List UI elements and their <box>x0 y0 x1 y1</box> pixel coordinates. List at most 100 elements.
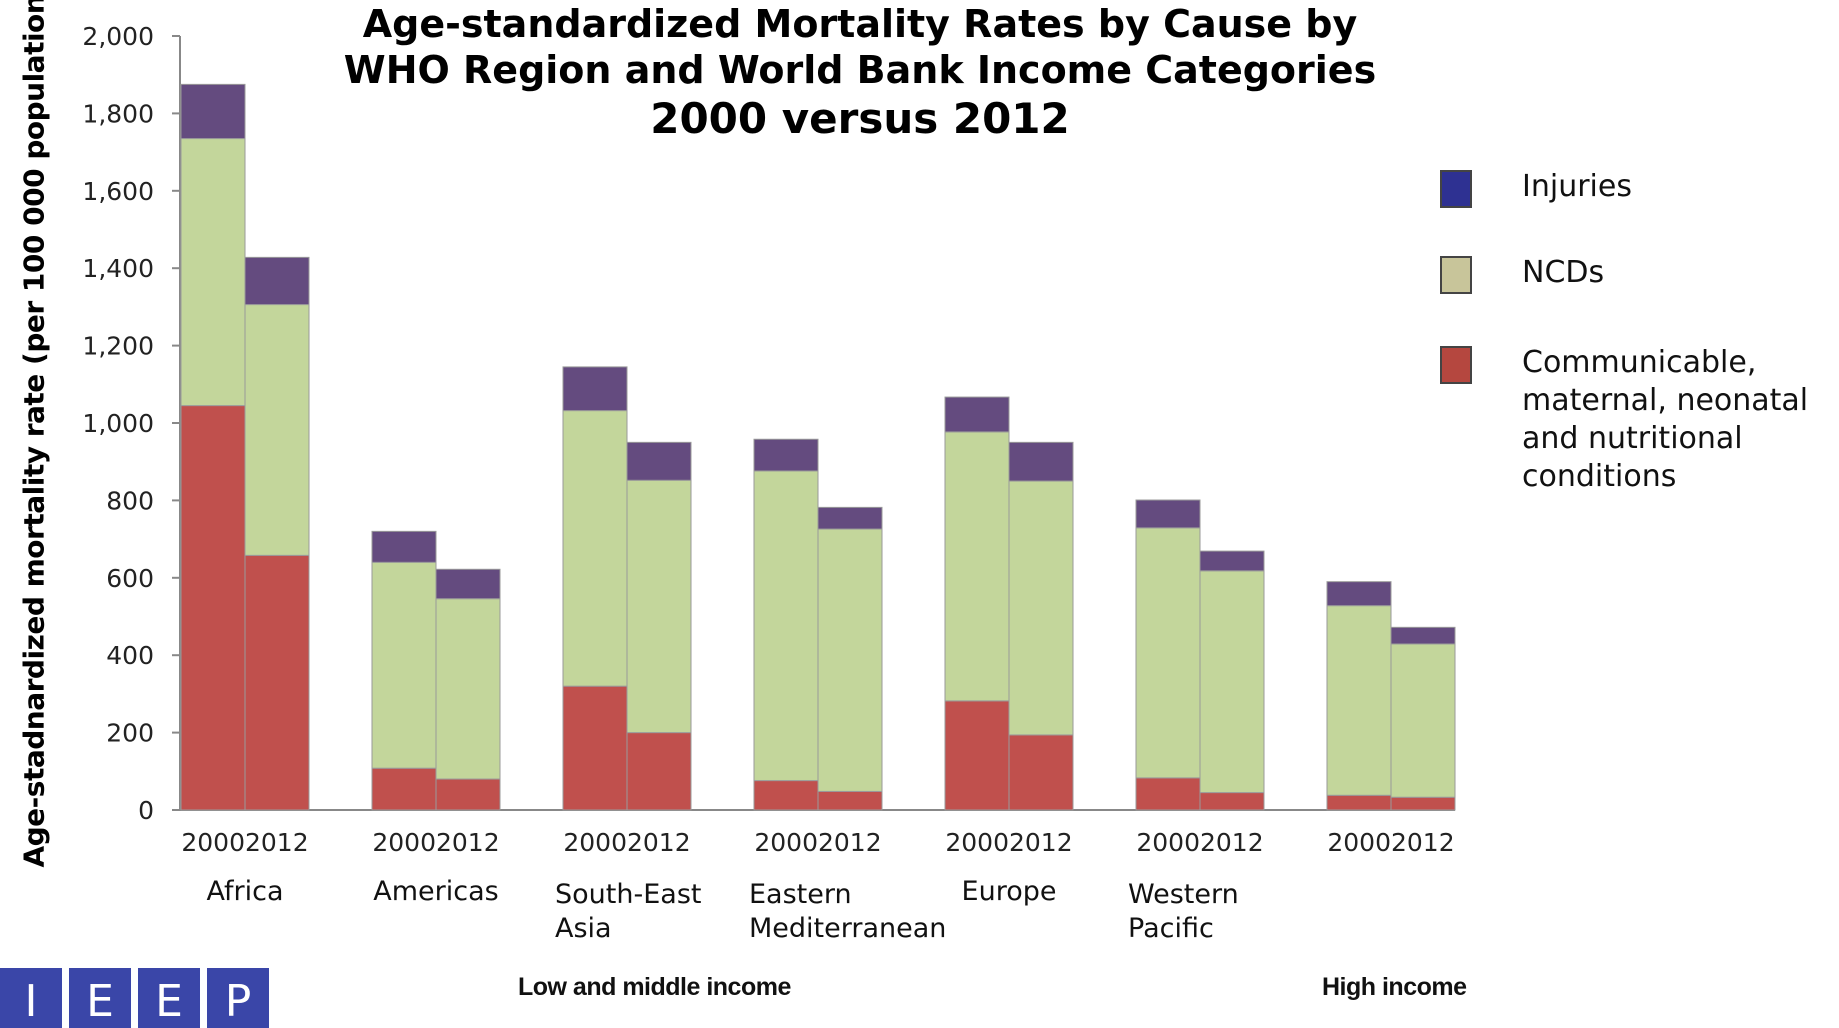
bar-segment-communicable <box>1326 794 1392 811</box>
legend-label-communicable-line: conditions <box>1522 459 1677 494</box>
bar-segment-ncds <box>180 138 246 407</box>
bar-segment-injuries <box>562 366 628 412</box>
chart-title-line-3: 2000 versus 2012 <box>650 94 1070 143</box>
x-tick-label: 20002012 <box>1136 828 1263 857</box>
logo-letter: E <box>69 968 131 1028</box>
bar-segment-injuries <box>371 530 437 563</box>
bar-segment-communicable <box>244 554 310 811</box>
region-label: Europe <box>962 875 1057 909</box>
region-label-line: Mediterranean <box>749 913 947 944</box>
logo-letter: P <box>207 968 269 1028</box>
legend-label-communicable-line: maternal, neonatal <box>1522 383 1809 418</box>
legend-label-communicable-line: Communicable, <box>1522 345 1757 380</box>
bar-segment-ncds <box>626 479 692 734</box>
region-label-line: Eastern <box>749 879 852 910</box>
income-label-low-middle: Low and middle income <box>518 973 791 1001</box>
bar-segment-ncds <box>1326 605 1392 796</box>
bar-segment-communicable <box>817 790 883 811</box>
x-tick-label: 20002012 <box>754 828 881 857</box>
y-tick-label: 0 <box>138 796 154 825</box>
bar-segment-ncds <box>562 410 628 687</box>
region-label-line: Americas <box>373 876 499 907</box>
x-tick-label: 20002012 <box>1327 828 1454 857</box>
y-tick-label: 800 <box>106 486 154 515</box>
bar-segment-injuries <box>944 396 1010 433</box>
logo-letter: E <box>138 968 200 1028</box>
x-tick-label: 20002012 <box>563 828 690 857</box>
bar-segment-injuries <box>753 438 819 472</box>
x-tick-label: 20002012 <box>181 828 308 857</box>
bar-segment-injuries <box>244 256 310 306</box>
legend-swatch-ncds <box>1440 256 1472 294</box>
legend-item-ncds: NCDs <box>1440 254 1839 294</box>
region-label-line: Western <box>1128 879 1239 910</box>
y-tick-label: 1,800 <box>82 99 154 128</box>
bar-segment-communicable <box>562 685 628 811</box>
bar-segment-communicable <box>626 732 692 811</box>
income-label-high: High income <box>1322 973 1467 1001</box>
region-label: Americas <box>373 875 498 909</box>
bar-segment-communicable <box>1008 734 1074 811</box>
stacked-bar-chart: 0 200 400 600 800 1,000 1,200 1,400 1,600 1,800 2,… <box>82 22 1456 857</box>
bar-segment-ncds <box>1390 643 1456 798</box>
legend-label-ncds: NCDs <box>1522 255 1605 290</box>
chart-title-line-1: Age-standardized Mortality Rates by Caus… <box>362 2 1358 46</box>
region-label: Western Pacific <box>1128 878 1239 946</box>
bar-segment-communicable <box>1135 777 1201 811</box>
region-label: South-East Asia <box>555 878 701 946</box>
region-label-line: Asia <box>555 913 612 944</box>
legend-swatch-communicable <box>1440 346 1472 384</box>
legend-swatch-injuries <box>1440 170 1472 208</box>
region-label-line: South-East <box>555 879 702 910</box>
legend-label-injuries: Injuries <box>1522 169 1632 204</box>
bar-segment-ncds <box>244 304 310 556</box>
region-label: Eastern Mediterranean <box>749 878 946 946</box>
y-tick-label: 200 <box>106 719 154 748</box>
bar-segment-injuries <box>1008 441 1074 482</box>
region-label-line: Europe <box>961 876 1057 907</box>
y-tick-label: 1,600 <box>82 177 154 206</box>
legend-item-communicable: Communicable, maternal, neonatal and nut… <box>1440 344 1839 496</box>
bar-segment-injuries <box>817 506 883 530</box>
bar-segment-injuries <box>1199 550 1265 572</box>
region-label-line: Africa <box>206 876 284 907</box>
x-tick-label: 20002012 <box>372 828 499 857</box>
chart-title-line-2: WHO Region and World Bank Income Categor… <box>343 48 1377 92</box>
bar-segment-injuries <box>180 83 246 140</box>
bar-segment-communicable <box>1390 796 1456 811</box>
x-tick-label: 20002012 <box>945 828 1072 857</box>
logo-letter: I <box>0 968 62 1028</box>
bar-segment-ncds <box>817 528 883 792</box>
legend-item-injuries: Injuries <box>1440 168 1839 208</box>
bar-segment-ncds <box>1199 570 1265 794</box>
legend-label-communicable: Communicable, maternal, neonatal and nut… <box>1522 344 1839 496</box>
bar-segment-communicable <box>180 405 246 811</box>
legend-label-communicable-line: and nutritional <box>1522 421 1743 456</box>
bar-segment-injuries <box>1390 626 1456 645</box>
y-tick-label: 2,000 <box>82 22 154 51</box>
iefp-logo: I E E P <box>0 968 276 1028</box>
bar-segment-communicable <box>371 767 437 811</box>
region-label: Africa <box>206 875 283 909</box>
bar-segment-ncds <box>753 470 819 782</box>
bar-segment-communicable <box>753 780 819 811</box>
bar-segment-injuries <box>435 568 501 600</box>
y-tick-label: 600 <box>106 564 154 593</box>
y-tick-label: 1,200 <box>82 332 154 361</box>
y-tick-label: 400 <box>106 641 154 670</box>
y-tick-label: 1,000 <box>82 409 154 438</box>
bar-segment-communicable <box>435 778 501 811</box>
bar-segment-communicable <box>1199 792 1265 811</box>
bar-segment-ncds <box>1135 527 1201 779</box>
bar-segment-injuries <box>626 441 692 481</box>
bar-segment-ncds <box>944 431 1010 702</box>
bar-segment-ncds <box>435 598 501 780</box>
region-label-line: Pacific <box>1128 913 1214 944</box>
bar-segment-injuries <box>1135 499 1201 529</box>
bar-segment-ncds <box>1008 480 1074 736</box>
bar-segment-ncds <box>371 561 437 769</box>
bar-segment-communicable <box>944 700 1010 811</box>
bar-segment-injuries <box>1326 581 1392 607</box>
y-tick-label: 1,400 <box>82 254 154 283</box>
y-axis-label: Age-stadnardized mortality rate (per 100… <box>17 0 51 868</box>
